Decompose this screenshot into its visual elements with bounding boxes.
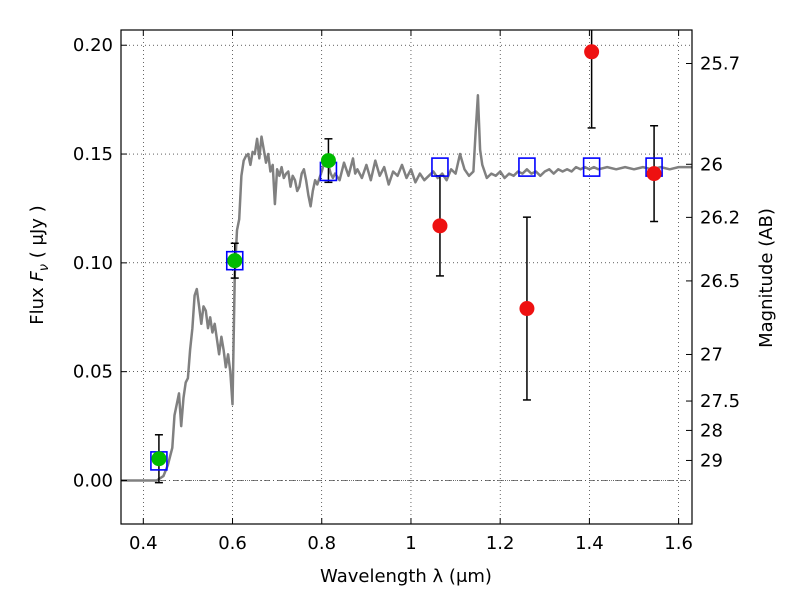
x-tick-label: 0.4 [129, 533, 158, 554]
y-tick-label: 0.05 [73, 362, 113, 383]
y2-tick-label: 26.2 [700, 207, 740, 228]
low-signal-point [646, 166, 662, 182]
x-tick-label: 1.6 [664, 533, 693, 554]
low-signal-point [519, 301, 535, 317]
model-photometry-square [582, 157, 601, 177]
model-photometry-square [431, 157, 449, 177]
y2-tick-label: 29 [700, 450, 723, 471]
y2-tick-label: 27.5 [700, 391, 740, 412]
y2-tick-label: 26 [700, 154, 723, 175]
y2-tick-label: 27 [700, 344, 723, 365]
spectrum-layer [121, 94, 692, 482]
x-axis-label: Wavelength λ (μm) [320, 566, 492, 587]
plot-frame [120, 29, 693, 525]
y2-tick-label: 28 [700, 420, 723, 441]
y2-tick-label: 26.5 [700, 271, 740, 292]
y2-axis-label: Magnitude (AB) [756, 208, 777, 348]
detection-point [320, 153, 336, 169]
y-tick-label: 0.15 [73, 144, 113, 165]
model-photometry-layer [150, 157, 663, 471]
y-tick-label: 0.10 [73, 253, 113, 274]
grid [121, 30, 692, 524]
model-photometry-square [518, 157, 536, 177]
x-tick-label: 1 [405, 533, 416, 554]
y-axis-label-symbol: F [27, 271, 48, 282]
y-tick-labels: 0.00 0.05 0.10 0.15 0.20 [73, 35, 113, 491]
y-axis-label-prefix: Flux [27, 282, 48, 325]
x-tick-label: 1.2 [486, 533, 515, 554]
detection-point [227, 253, 243, 269]
y-axis-label: Flux Fν ( μJy ) [27, 205, 52, 324]
x-tick-label: 0.6 [218, 533, 247, 554]
detection-point [151, 451, 167, 467]
tick-marks [121, 30, 692, 524]
x-tick-label: 1.4 [575, 533, 604, 554]
x-tick-labels: 0.4 0.6 0.8 1 1.2 1.4 1.6 [129, 533, 693, 554]
model-spectrum-line [121, 94, 692, 482]
y2-tick-labels: 25.7 26 26.2 26.5 27 27.5 28 29 [700, 54, 740, 472]
observed-points-layer [151, 44, 662, 467]
low-signal-point [432, 218, 448, 234]
low-signal-point [584, 44, 600, 60]
y-tick-label: 0.00 [73, 470, 113, 491]
model-photometry-square [225, 250, 244, 271]
y-axis-label-suffix: ( μJy ) [27, 205, 48, 264]
y-axis-label-subscript: ν [37, 264, 52, 271]
y-tick-label: 0.20 [73, 35, 113, 56]
x-tick-label: 0.8 [307, 533, 336, 554]
y2-tick-label: 25.7 [700, 54, 740, 75]
